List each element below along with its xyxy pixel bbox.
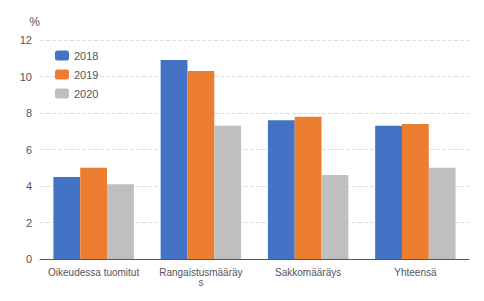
svg-text:2: 2 [26,217,32,229]
svg-text:2019: 2019 [74,69,98,81]
svg-text:0: 0 [26,253,32,265]
svg-text:Sakkomääräys: Sakkomääräys [275,267,341,278]
svg-text:2020: 2020 [74,88,98,100]
svg-text:%: % [29,15,40,29]
svg-text:4: 4 [26,180,32,192]
svg-text:2018: 2018 [74,50,98,62]
svg-text:12: 12 [20,34,32,46]
svg-text:8: 8 [26,107,32,119]
svg-text:Rangaistusmääräy: Rangaistusmääräy [159,266,243,278]
svg-text:Yhteensä: Yhteensä [394,267,437,278]
svg-text:s: s [198,277,203,288]
svg-text:6: 6 [26,144,32,156]
svg-text:Oikeudessa tuomitut: Oikeudessa tuomitut [48,267,139,278]
svg-text:10: 10 [20,71,32,83]
